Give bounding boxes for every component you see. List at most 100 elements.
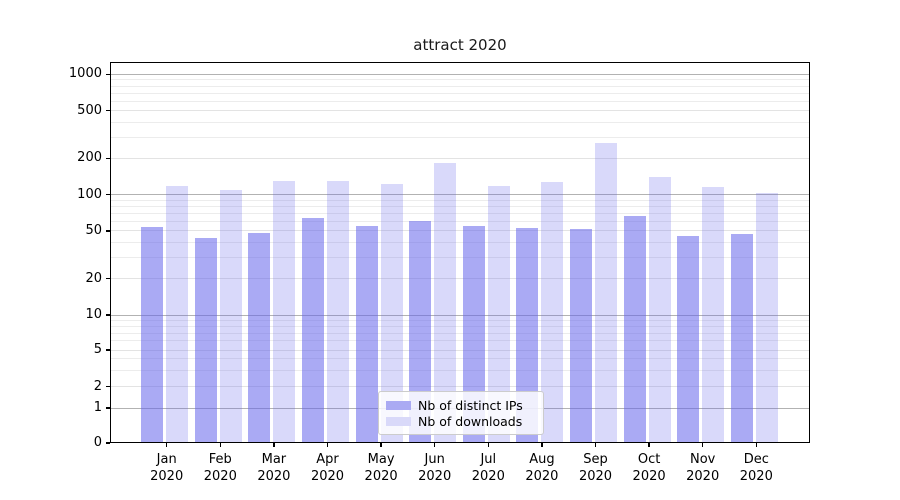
bar-ips-jun: [409, 220, 432, 443]
bar-ips-may: [355, 225, 378, 443]
bar-ips-mar: [248, 233, 271, 443]
y-tick-mark-200: [106, 157, 110, 160]
gridline-y-70: [110, 212, 810, 214]
y-tick-label-1: 1: [93, 400, 102, 415]
y-tick-label-20: 20: [85, 270, 102, 286]
x-tick-label-jun: Jun 2020: [418, 452, 452, 484]
y-tick-label-2: 2: [93, 378, 102, 394]
bar-ips-jul: [462, 225, 485, 443]
x-tick-mark-jan: [166, 443, 168, 447]
legend-item-downloads: Nb of downloads: [386, 413, 535, 429]
x-tick-label-jan: Jan 2020: [150, 452, 184, 484]
gridline-y-7: [110, 332, 810, 334]
bar-downloads-may: [380, 184, 403, 443]
x-tick-mark-apr: [326, 443, 329, 447]
y-tick-label-0: 0: [93, 435, 102, 450]
x-tick-label-apr: Apr 2020: [310, 452, 345, 484]
gridline-y-5: [110, 349, 810, 351]
y-tick-label-5: 5: [93, 342, 102, 357]
bar-ips-aug: [516, 227, 539, 443]
y-tick-label-50: 50: [85, 222, 102, 238]
gridline-y-300: [110, 136, 810, 138]
y-tick-mark-10: [106, 314, 110, 316]
gridline-y-4: [110, 358, 810, 360]
y-tick-mark-1: [106, 407, 110, 409]
plot-area: [110, 62, 810, 443]
x-tick-mark-oct: [648, 443, 650, 447]
gridline-y-40: [110, 242, 810, 244]
bar-downloads-oct: [648, 177, 671, 443]
bar-downloads-mar: [273, 181, 296, 443]
legend-label-distinct-ips: Nb of distinct IPs: [418, 397, 523, 413]
chart-title: attract 2020: [413, 36, 507, 54]
y-tick-mark-1000: [106, 73, 110, 76]
y-tick-mark-2: [106, 385, 110, 388]
gridline-y-1000: [110, 73, 810, 75]
y-tick-mark-20: [106, 278, 110, 280]
bar-ips-sep: [570, 228, 592, 443]
gridline-y-3: [110, 369, 810, 371]
x-tick-mark-dec: [755, 443, 757, 447]
y-tick-label-500: 500: [77, 102, 102, 118]
gridline-y-30: [110, 257, 810, 259]
y-tick-label-200: 200: [77, 150, 102, 166]
gridline-y-800: [110, 85, 810, 87]
bar-layer: [110, 62, 810, 443]
gridline-y-200: [110, 157, 810, 159]
bar-downloads-jan: [166, 185, 189, 443]
gridline-y-900: [110, 79, 810, 81]
gridline-y-2: [110, 386, 810, 387]
bar-downloads-dec: [755, 193, 778, 443]
legend-item-distinct-ips: Nb of distinct IPs: [386, 397, 535, 413]
x-tick-label-oct: Oct 2020: [632, 452, 666, 484]
x-tick-label-feb: Feb 2020: [203, 452, 237, 484]
bar-downloads-aug: [541, 182, 564, 443]
y-tick-label-10: 10: [85, 307, 102, 322]
gridline-y-500: [110, 110, 810, 112]
x-tick-label-sep: Sep 2020: [578, 452, 613, 484]
bar-downloads-jul: [487, 186, 510, 443]
legend-swatch-downloads: [386, 416, 411, 426]
x-tick-label-may: May 2020: [364, 452, 398, 484]
x-tick-mark-jun: [434, 443, 436, 447]
x-tick-mark-nov: [702, 443, 704, 447]
gridline-y-80: [110, 205, 810, 207]
x-tick-mark-feb: [219, 443, 221, 447]
bar-downloads-feb: [219, 190, 242, 443]
x-tick-mark-sep: [594, 443, 597, 447]
x-tick-label-jul: Jul 2020: [471, 452, 505, 484]
gridline-y-6: [110, 340, 810, 342]
x-tick-label-aug: Aug 2020: [525, 452, 559, 484]
gridline-y-10: [110, 314, 810, 316]
y-tick-mark-100: [106, 194, 110, 196]
gridline-y-9: [110, 319, 810, 321]
y-tick-label-1000: 1000: [68, 66, 102, 82]
x-tick-label-dec: Dec 2020: [739, 452, 773, 484]
x-tick-mark-may: [380, 443, 382, 447]
y-tick-mark-5: [106, 349, 110, 351]
x-tick-mark-aug: [541, 443, 543, 447]
gridline-y-100: [110, 194, 810, 196]
legend-label-downloads: Nb of downloads: [418, 413, 523, 429]
bar-ips-jan: [141, 226, 164, 443]
gridline-y-90: [110, 199, 810, 201]
bar-ips-dec: [730, 234, 753, 443]
gridline-y-20: [110, 278, 810, 280]
y-tick-mark-500: [106, 109, 110, 112]
gridline-y-700: [110, 92, 810, 94]
legend: Nb of distinct IPs Nb of downloads: [378, 391, 544, 435]
gridline-y-50: [110, 230, 810, 232]
x-tick-mark-jul: [487, 443, 489, 447]
bar-ips-feb: [194, 237, 217, 443]
legend-swatch-distinct-ips: [386, 400, 411, 410]
bar-downloads-sep: [595, 142, 617, 443]
x-tick-mark-mar: [273, 443, 275, 447]
x-tick-label-nov: Nov 2020: [686, 452, 720, 484]
gridline-y-600: [110, 100, 810, 102]
bar-ips-nov: [677, 236, 700, 443]
bar-ips-apr: [302, 218, 324, 443]
gridline-y-400: [110, 121, 810, 123]
x-tick-label-mar: Mar 2020: [257, 452, 291, 484]
gridline-y-8: [110, 325, 810, 327]
